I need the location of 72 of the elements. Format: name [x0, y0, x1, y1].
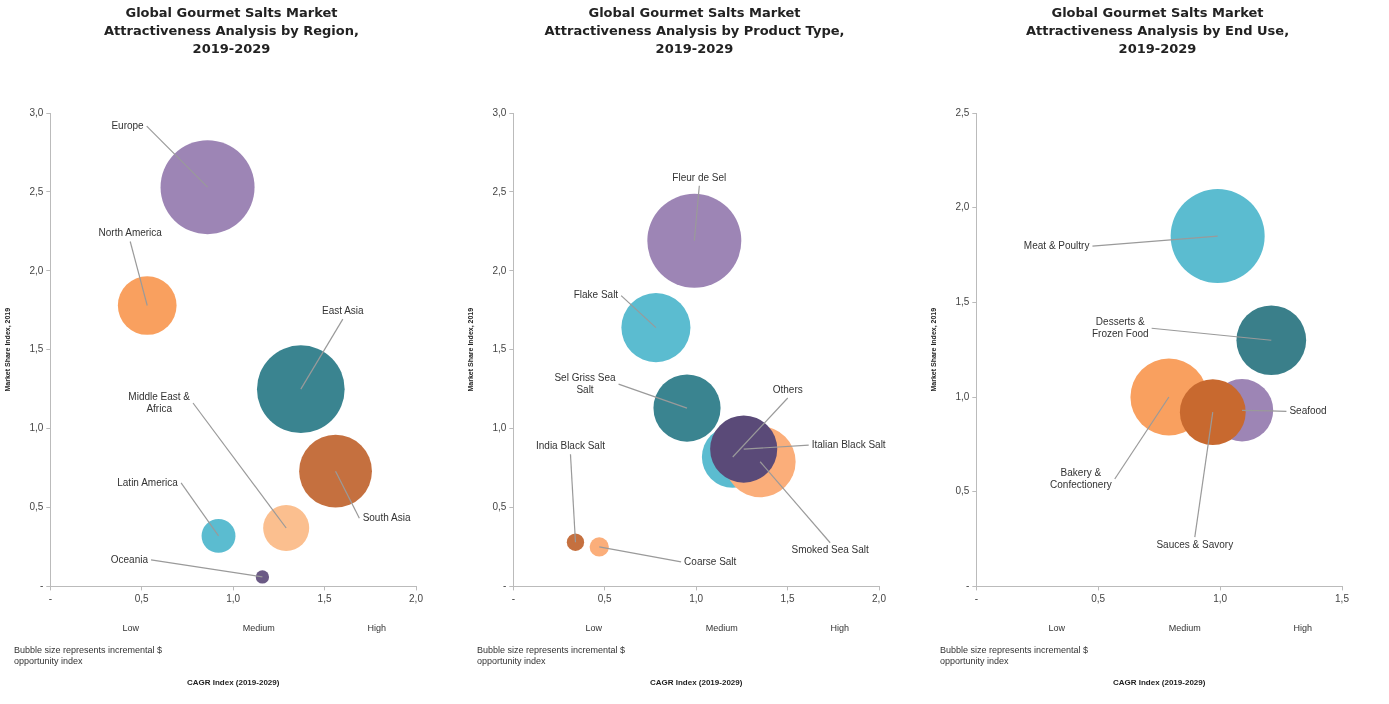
x-tick-label: 0,5 [1091, 593, 1106, 605]
text: High [830, 622, 849, 633]
text: Bubble size represents incremental $ opportunity index [14, 644, 163, 666]
y-tick-label: - [965, 580, 970, 592]
x-tick-label: 1,0 [226, 593, 241, 605]
text: Oceania [110, 553, 149, 565]
y-tick-label: 2,5 [29, 185, 44, 197]
text: North America [98, 227, 163, 239]
text: Low [122, 622, 140, 633]
y-tick-label: 1,5 [492, 343, 507, 355]
y-tick-label: 3,0 [492, 106, 507, 118]
y-tick-label: 1,0 [955, 390, 970, 402]
chart-title: Global Gourmet Salts Market Attractiveness Analysis by End Use, 2019-2029 [1024, 4, 1291, 58]
text: Sel Griss Sea Salt [554, 371, 617, 395]
text: Low [585, 622, 603, 633]
y-tick-label: - [39, 580, 44, 592]
text: Medium [242, 622, 275, 633]
x-tick-label: - [48, 593, 52, 605]
y-tick-label: 2,0 [492, 264, 507, 276]
x-tick-label: 2,0 [872, 593, 887, 605]
text: Sauces & Savory [1156, 538, 1234, 550]
y-tick-label: 0,5 [955, 485, 970, 497]
series-label: Seafood [1289, 405, 1327, 417]
text: Middle East & Africa [128, 390, 191, 414]
y-tick-label: 1,5 [29, 343, 44, 355]
series-label: South Asia [362, 511, 411, 523]
chart-title: Global Gourmet Salts Market Attractiveness Analysis by Region, 2019-2029 [103, 4, 360, 58]
chart-title: Global Gourmet Salts Market Attractiveness Analysis by Product Type, 2019-2029 [544, 4, 845, 58]
x-tick-label: 1,5 [317, 593, 332, 605]
text: Meat & Poultry [1023, 239, 1090, 251]
x-tick-label: 0,5 [134, 593, 150, 605]
y-tick-label: - [502, 580, 507, 592]
x-axis-title: CAGR Index (2019-2029) [649, 678, 743, 688]
y-tick-label: 1,5 [955, 296, 970, 308]
x-tick-label: 1,5 [1335, 593, 1350, 605]
text: Desserts & Frozen Food [1091, 315, 1149, 339]
text: Bakery & Confectionery [1050, 466, 1112, 490]
text: Medium [1168, 622, 1201, 633]
text: Latin America [117, 476, 179, 488]
x-tick-label: 0,5 [597, 593, 613, 605]
text: East Asia [321, 304, 365, 316]
text: High [367, 622, 386, 633]
text: Others [772, 383, 803, 395]
y-tick-label: 2,0 [955, 201, 970, 213]
text: Bubble size represents incremental $ opportunity index [940, 644, 1089, 666]
y-tick-label: 2,5 [492, 185, 507, 197]
text: Low [1048, 622, 1066, 633]
series-label: Fleur de Sel [672, 171, 727, 183]
text: Bubble size represents incremental $ opportunity index [477, 644, 626, 666]
x-axis-title: CAGR Index (2019-2029) [186, 678, 280, 688]
y-tick-label: 0,5 [492, 501, 507, 513]
y-tick-label: 2,5 [955, 106, 970, 118]
y-tick-label: 3,0 [29, 106, 44, 118]
series-label: Flake Salt [573, 289, 619, 301]
y-tick-label: 0,5 [29, 501, 44, 513]
y-tick-label: 1,0 [29, 422, 44, 434]
x-tick-label: - [511, 593, 515, 605]
text: Smoked Sea Salt [791, 544, 869, 556]
text: High [1293, 622, 1312, 633]
x-tick-label: 1,0 [1213, 593, 1228, 605]
text: India Black Salt [536, 439, 606, 451]
x-axis-title: CAGR Index (2019-2029) [1112, 678, 1206, 688]
x-tick-label: - [974, 593, 978, 605]
text: Medium [705, 622, 738, 633]
x-tick-label: 1,0 [689, 593, 704, 605]
text: Europe [111, 119, 145, 131]
text: Coarse Salt [684, 555, 737, 567]
x-tick-label: 2,0 [409, 593, 424, 605]
text: Italian Black Salt [811, 438, 886, 450]
y-tick-label: 1,0 [492, 422, 507, 434]
x-tick-label: 1,5 [780, 593, 795, 605]
y-tick-label: 2,0 [29, 264, 44, 276]
